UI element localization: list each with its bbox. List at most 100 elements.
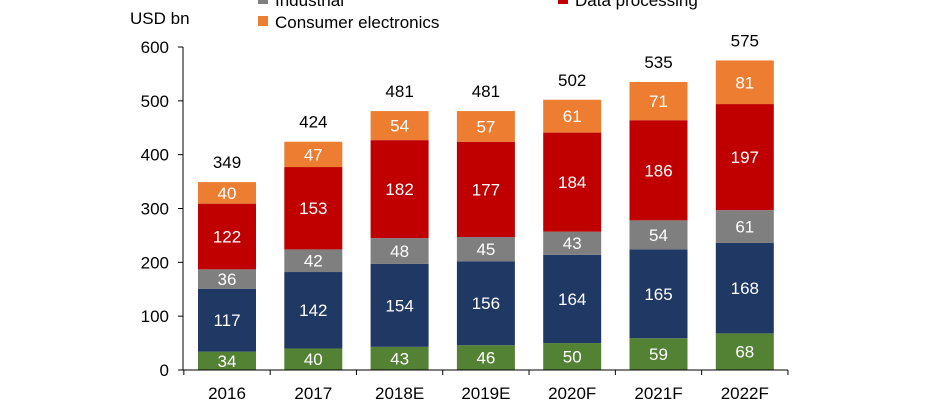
data-label: 168 bbox=[731, 279, 759, 298]
data-label: 186 bbox=[644, 161, 672, 180]
bar-segment bbox=[543, 231, 602, 255]
data-label: 68 bbox=[735, 343, 754, 362]
data-label: 59 bbox=[649, 345, 668, 364]
bar-segment bbox=[284, 141, 343, 168]
data-label: 165 bbox=[644, 285, 672, 304]
bar-segment bbox=[370, 346, 429, 370]
bar-segment bbox=[284, 249, 343, 273]
y-tick-label: 300 bbox=[141, 200, 169, 219]
bar-segment bbox=[715, 333, 774, 370]
data-label: 43 bbox=[563, 234, 582, 253]
x-tick-label: 2016 bbox=[208, 384, 246, 400]
bar-segment bbox=[456, 141, 515, 238]
y-axis-label: USD bn bbox=[130, 9, 190, 28]
bar-segment bbox=[284, 272, 343, 349]
total-label: 349 bbox=[213, 153, 241, 172]
bar-segment bbox=[543, 99, 602, 133]
bar-segment bbox=[198, 182, 256, 204]
data-label: 164 bbox=[558, 290, 586, 309]
data-label: 57 bbox=[476, 117, 495, 136]
y-tick-label: 400 bbox=[141, 146, 169, 165]
data-label: 40 bbox=[218, 184, 237, 203]
data-label: 54 bbox=[649, 226, 668, 245]
data-label: 48 bbox=[390, 242, 409, 261]
legend-label: Data processing bbox=[575, 0, 698, 10]
y-tick-label: 500 bbox=[141, 92, 169, 111]
data-label: 43 bbox=[390, 349, 409, 368]
bar-segment bbox=[456, 345, 515, 370]
bar-segment bbox=[629, 249, 688, 339]
legend-swatch bbox=[258, 0, 268, 4]
bar-segment bbox=[198, 351, 256, 370]
x-tick-label: 2021F bbox=[634, 384, 682, 400]
total-label: 481 bbox=[385, 82, 413, 101]
data-label: 81 bbox=[735, 73, 754, 92]
bars: 34 117 36 122 40 349 40 142 42 153 47 424 43 154 48 182… bbox=[198, 31, 774, 371]
x-tick-label: 2022F bbox=[721, 384, 769, 400]
bar-segment bbox=[456, 111, 515, 142]
data-label: 117 bbox=[213, 311, 240, 330]
total-label: 481 bbox=[472, 82, 500, 101]
data-label: 153 bbox=[299, 199, 327, 218]
bar-segment bbox=[370, 111, 429, 141]
data-label: 122 bbox=[213, 227, 241, 246]
total-label: 502 bbox=[558, 71, 586, 90]
x-tick-label: 2018E bbox=[375, 384, 424, 400]
data-label: 177 bbox=[472, 180, 500, 199]
bar-segment bbox=[284, 348, 343, 370]
bar-segment bbox=[715, 104, 774, 211]
bar-segment bbox=[370, 238, 429, 264]
bar-segment bbox=[370, 140, 429, 239]
data-label: 54 bbox=[390, 117, 409, 136]
data-label: 36 bbox=[218, 270, 237, 289]
x-tick-label: 2019E bbox=[461, 384, 510, 400]
y-tick-label: 0 bbox=[160, 361, 169, 380]
y-tick-label: 100 bbox=[141, 307, 169, 326]
bar-segment bbox=[629, 338, 688, 370]
data-label: 34 bbox=[218, 352, 237, 371]
bar-segment bbox=[198, 203, 256, 270]
total-label: 575 bbox=[731, 31, 759, 50]
data-label: 50 bbox=[563, 348, 582, 367]
x-tick-label: 2020F bbox=[548, 384, 596, 400]
legend: Industrial Data processing Consumer electr… bbox=[258, 0, 698, 32]
legend-swatch bbox=[258, 16, 268, 26]
bar-segment bbox=[715, 242, 774, 334]
data-label: 154 bbox=[385, 296, 413, 315]
data-label: 40 bbox=[304, 350, 323, 369]
bar-segment bbox=[715, 210, 774, 243]
data-label: 142 bbox=[299, 301, 327, 320]
bar-segment bbox=[198, 269, 256, 289]
data-label: 197 bbox=[731, 148, 759, 167]
bar-segment bbox=[629, 220, 688, 250]
total-label: 535 bbox=[644, 53, 672, 72]
data-label: 182 bbox=[385, 180, 413, 199]
bar-segment bbox=[629, 120, 688, 221]
y-tick-label: 200 bbox=[141, 253, 169, 272]
x-tick-label: 2017 bbox=[294, 384, 332, 400]
bar-segment bbox=[456, 261, 515, 346]
legend-label: Industrial bbox=[275, 0, 344, 10]
data-label: 71 bbox=[649, 92, 668, 111]
bar-segment bbox=[456, 237, 515, 262]
bar-segment bbox=[715, 60, 774, 105]
y-tick-label: 600 bbox=[141, 38, 169, 57]
data-label: 61 bbox=[735, 218, 754, 237]
legend-swatch bbox=[558, 0, 568, 4]
bar-segment bbox=[370, 263, 429, 347]
total-label: 424 bbox=[299, 113, 327, 132]
data-label: 46 bbox=[476, 349, 495, 368]
data-label: 156 bbox=[472, 294, 500, 313]
legend-label: Consumer electronics bbox=[275, 13, 439, 32]
bar-segment bbox=[629, 81, 688, 121]
axes: 0 100 200 300 400 500 600 2016 2017 2018E 2019E 202… bbox=[141, 38, 789, 400]
bar-segment bbox=[543, 254, 602, 344]
data-label: 184 bbox=[558, 173, 586, 192]
bar-segment bbox=[284, 167, 343, 250]
data-label: 61 bbox=[563, 107, 582, 126]
data-label: 42 bbox=[304, 252, 323, 271]
bar-segment bbox=[543, 343, 602, 370]
bar-segment bbox=[198, 288, 256, 352]
data-label: 47 bbox=[304, 145, 323, 164]
